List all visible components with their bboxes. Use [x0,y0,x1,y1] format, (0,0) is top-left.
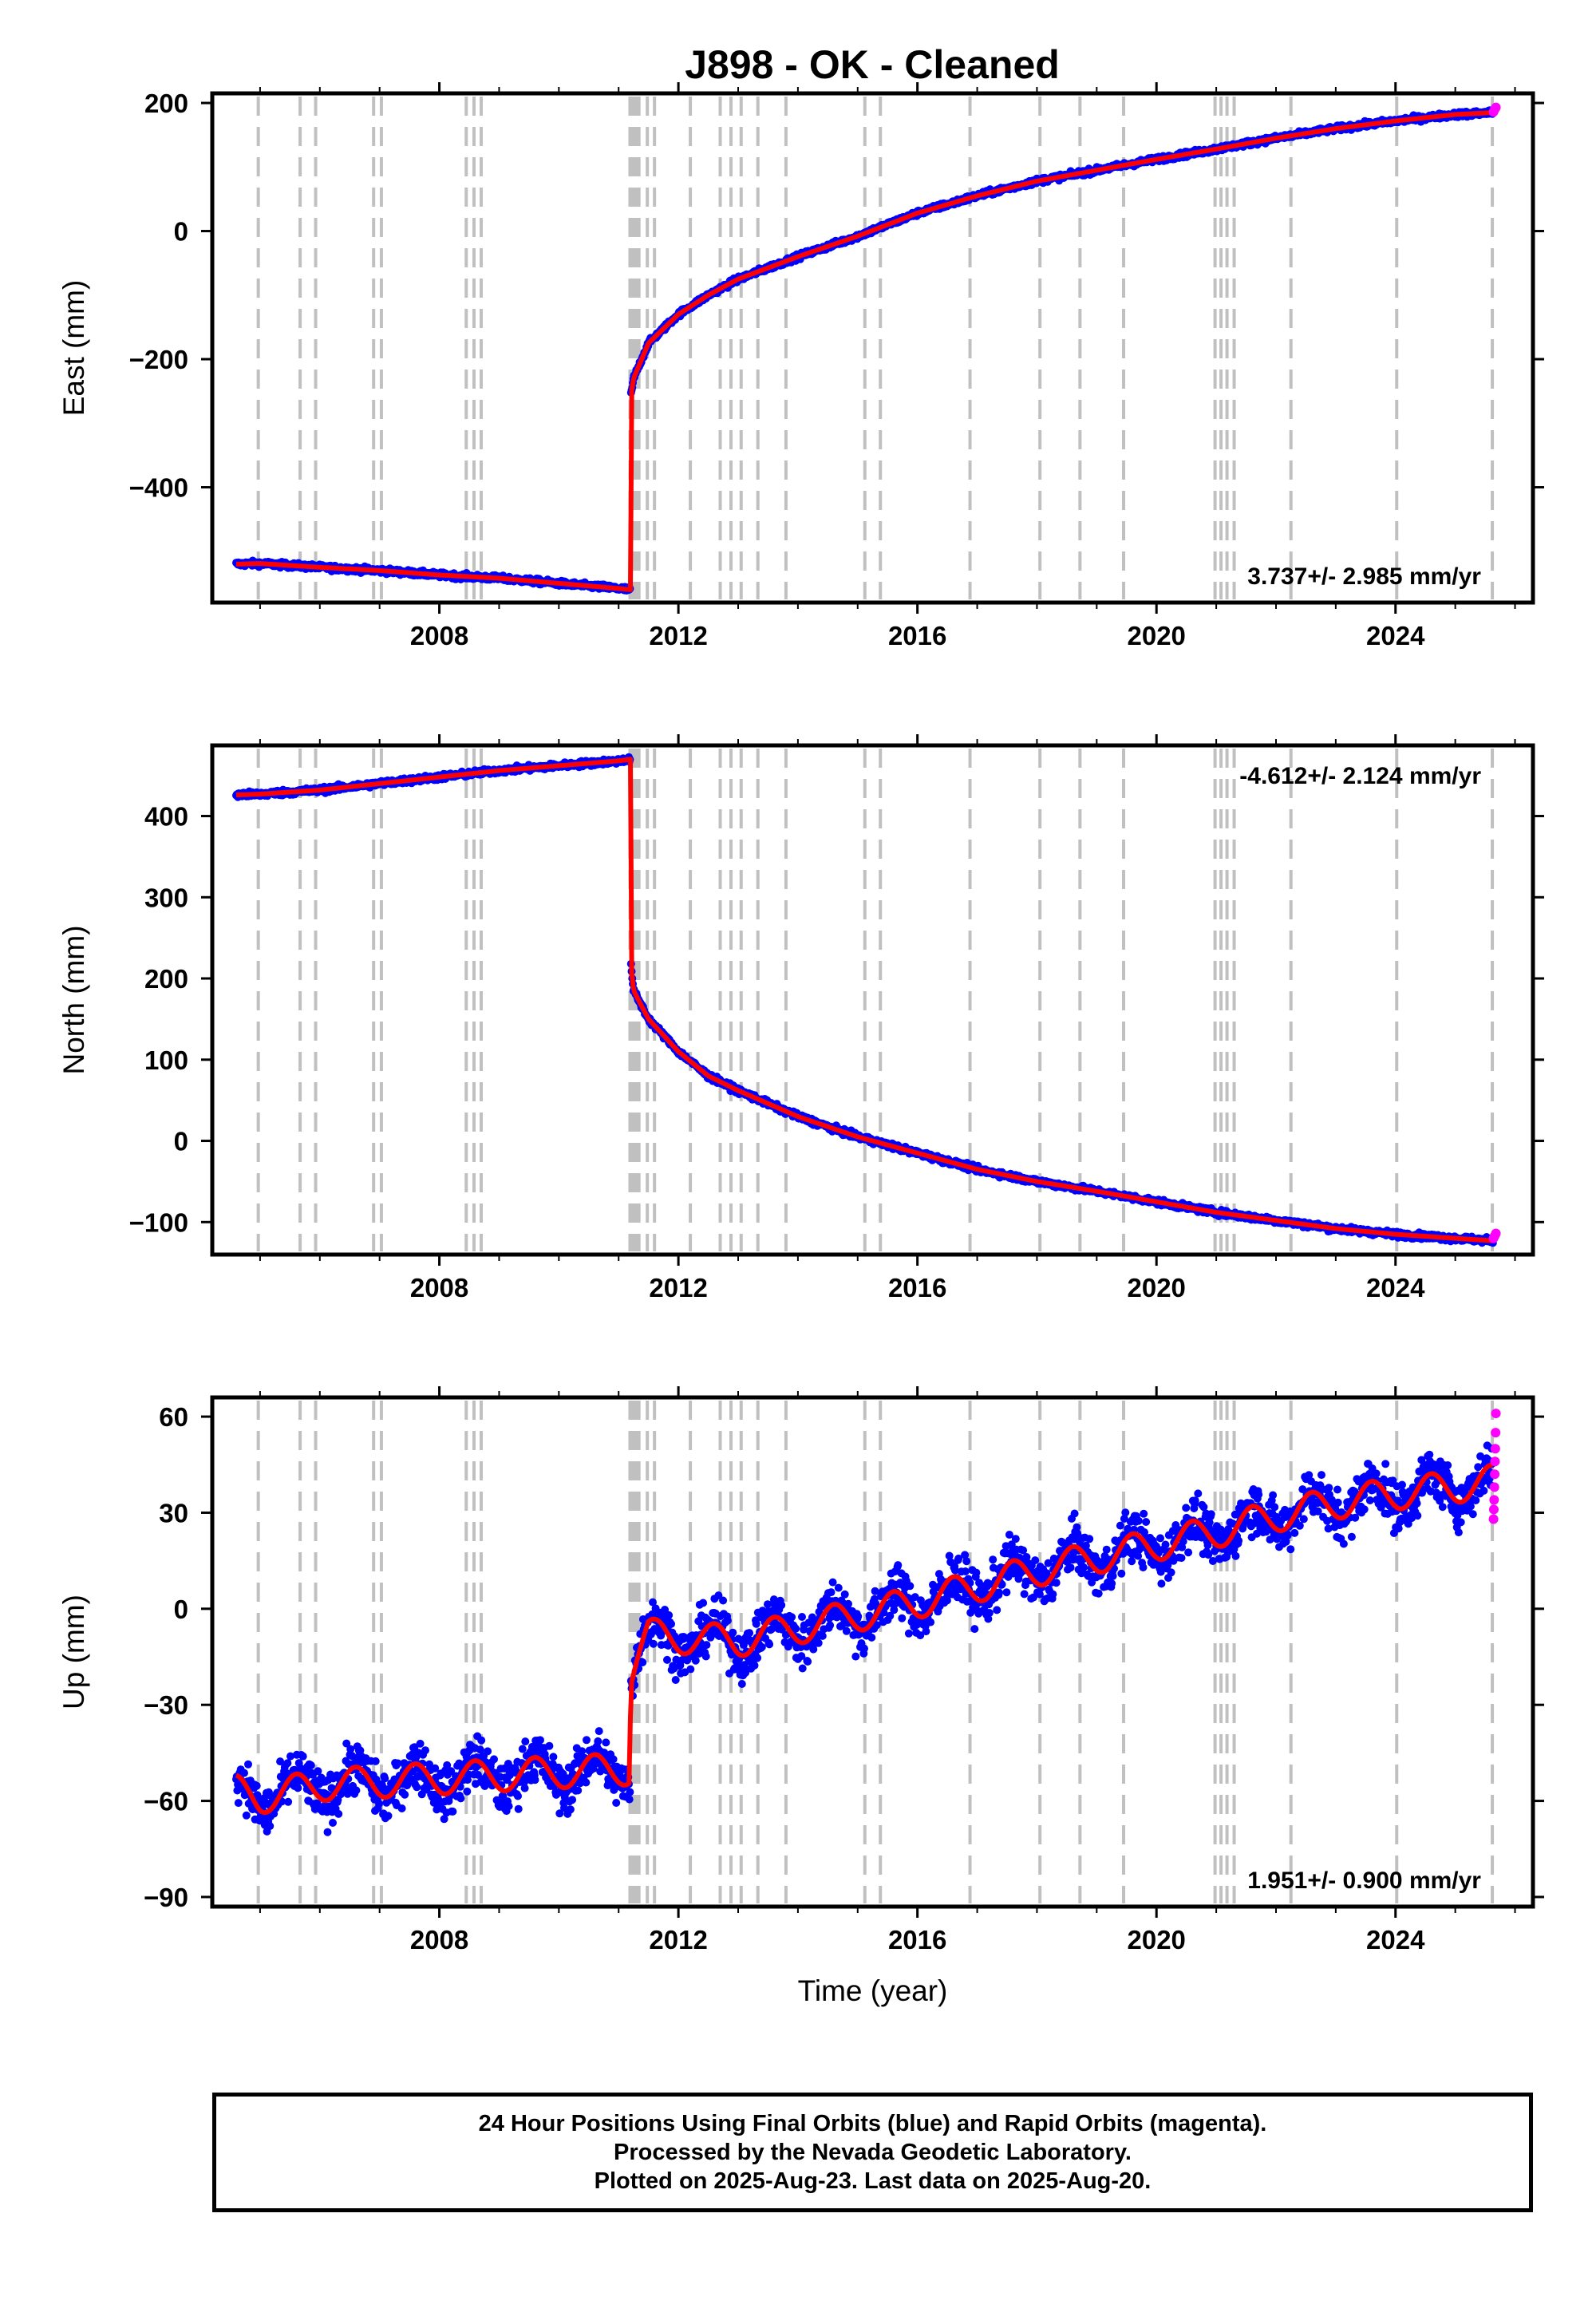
x-tick-label: 2008 [410,621,468,650]
plot-frame-north [210,743,1535,1257]
y-axis-label-north: North (mm) [57,925,90,1074]
x-tick-label: 2024 [1366,621,1425,650]
final-orbit-point [298,1752,307,1761]
x-tick-label: 2012 [649,1273,707,1302]
panel-north: 2008 2012 2016 2020 2024 −100 0 100 200 300 400 Nor… [57,734,1544,1302]
final-orbit-point [371,1757,380,1765]
rapid-orbit-points-north [1488,1228,1501,1243]
final-orbit-point [266,1822,275,1831]
x-tick-label: 2024 [1366,1273,1425,1302]
chart-title: J898 - OK - Cleaned [685,42,1060,87]
final-orbit-point [334,1809,343,1818]
y-tick-label: 300 [144,883,188,912]
y-tick-label: 0 [174,217,188,247]
y-tick-label: 100 [144,1045,188,1075]
y-tick-label: 400 [144,802,188,832]
rapid-orbit-point [1491,102,1501,113]
final-orbit-point [242,1811,251,1820]
x-tick-label: 2012 [649,621,707,650]
final-orbit-point [413,1783,421,1792]
final-orbit-point [375,1800,383,1808]
final-orbit-point [346,1745,355,1753]
y-tick-label: −200 [129,345,188,374]
final-orbit-point [416,1739,425,1748]
rapid-orbit-point [1491,1228,1501,1239]
final-orbit-point [284,1797,293,1806]
panel-east: 2008 2012 2016 2020 2024 −400 −200 0 200 East (mm… [57,82,1544,650]
final-orbit-point [352,1786,361,1795]
final-orbit-point [323,1828,332,1836]
final-orbit-point [234,1799,243,1808]
final-orbit-point [381,1774,389,1783]
final-orbit-point [401,1790,409,1799]
y-tick-label: 200 [144,89,188,118]
y-tick-label: −400 [129,473,188,503]
x-tick-label: 2008 [410,1273,468,1302]
y-tick-label: 200 [144,964,188,994]
y-tick-label: −100 [129,1207,188,1237]
rate-label-east: 3.737+/- 2.985 mm/yr [1247,563,1481,590]
final-orbit-point [283,1759,292,1768]
final-orbit-point [329,1819,337,1827]
final-orbit-point [294,1784,302,1792]
model-line-east [235,110,1495,592]
x-tick-label: 2016 [888,1273,946,1302]
x-tick-label: 2016 [888,621,946,650]
rate-label-north: -4.612+/- 2.124 mm/yr [1239,763,1481,789]
y-axis-label-east: East (mm) [57,280,90,417]
final-orbit-point [384,1812,393,1820]
plot-frame-east [210,91,1535,605]
final-orbit-point [397,1804,406,1812]
final-orbit-point [252,1781,261,1790]
final-orbit-point [244,1760,252,1769]
x-tick-label: 2020 [1128,1273,1186,1302]
x-tick-label: 2020 [1128,621,1186,650]
final-orbit-point [306,1761,315,1769]
rapid-orbit-points-east [1488,102,1501,117]
y-tick-label: 0 [174,1127,188,1156]
